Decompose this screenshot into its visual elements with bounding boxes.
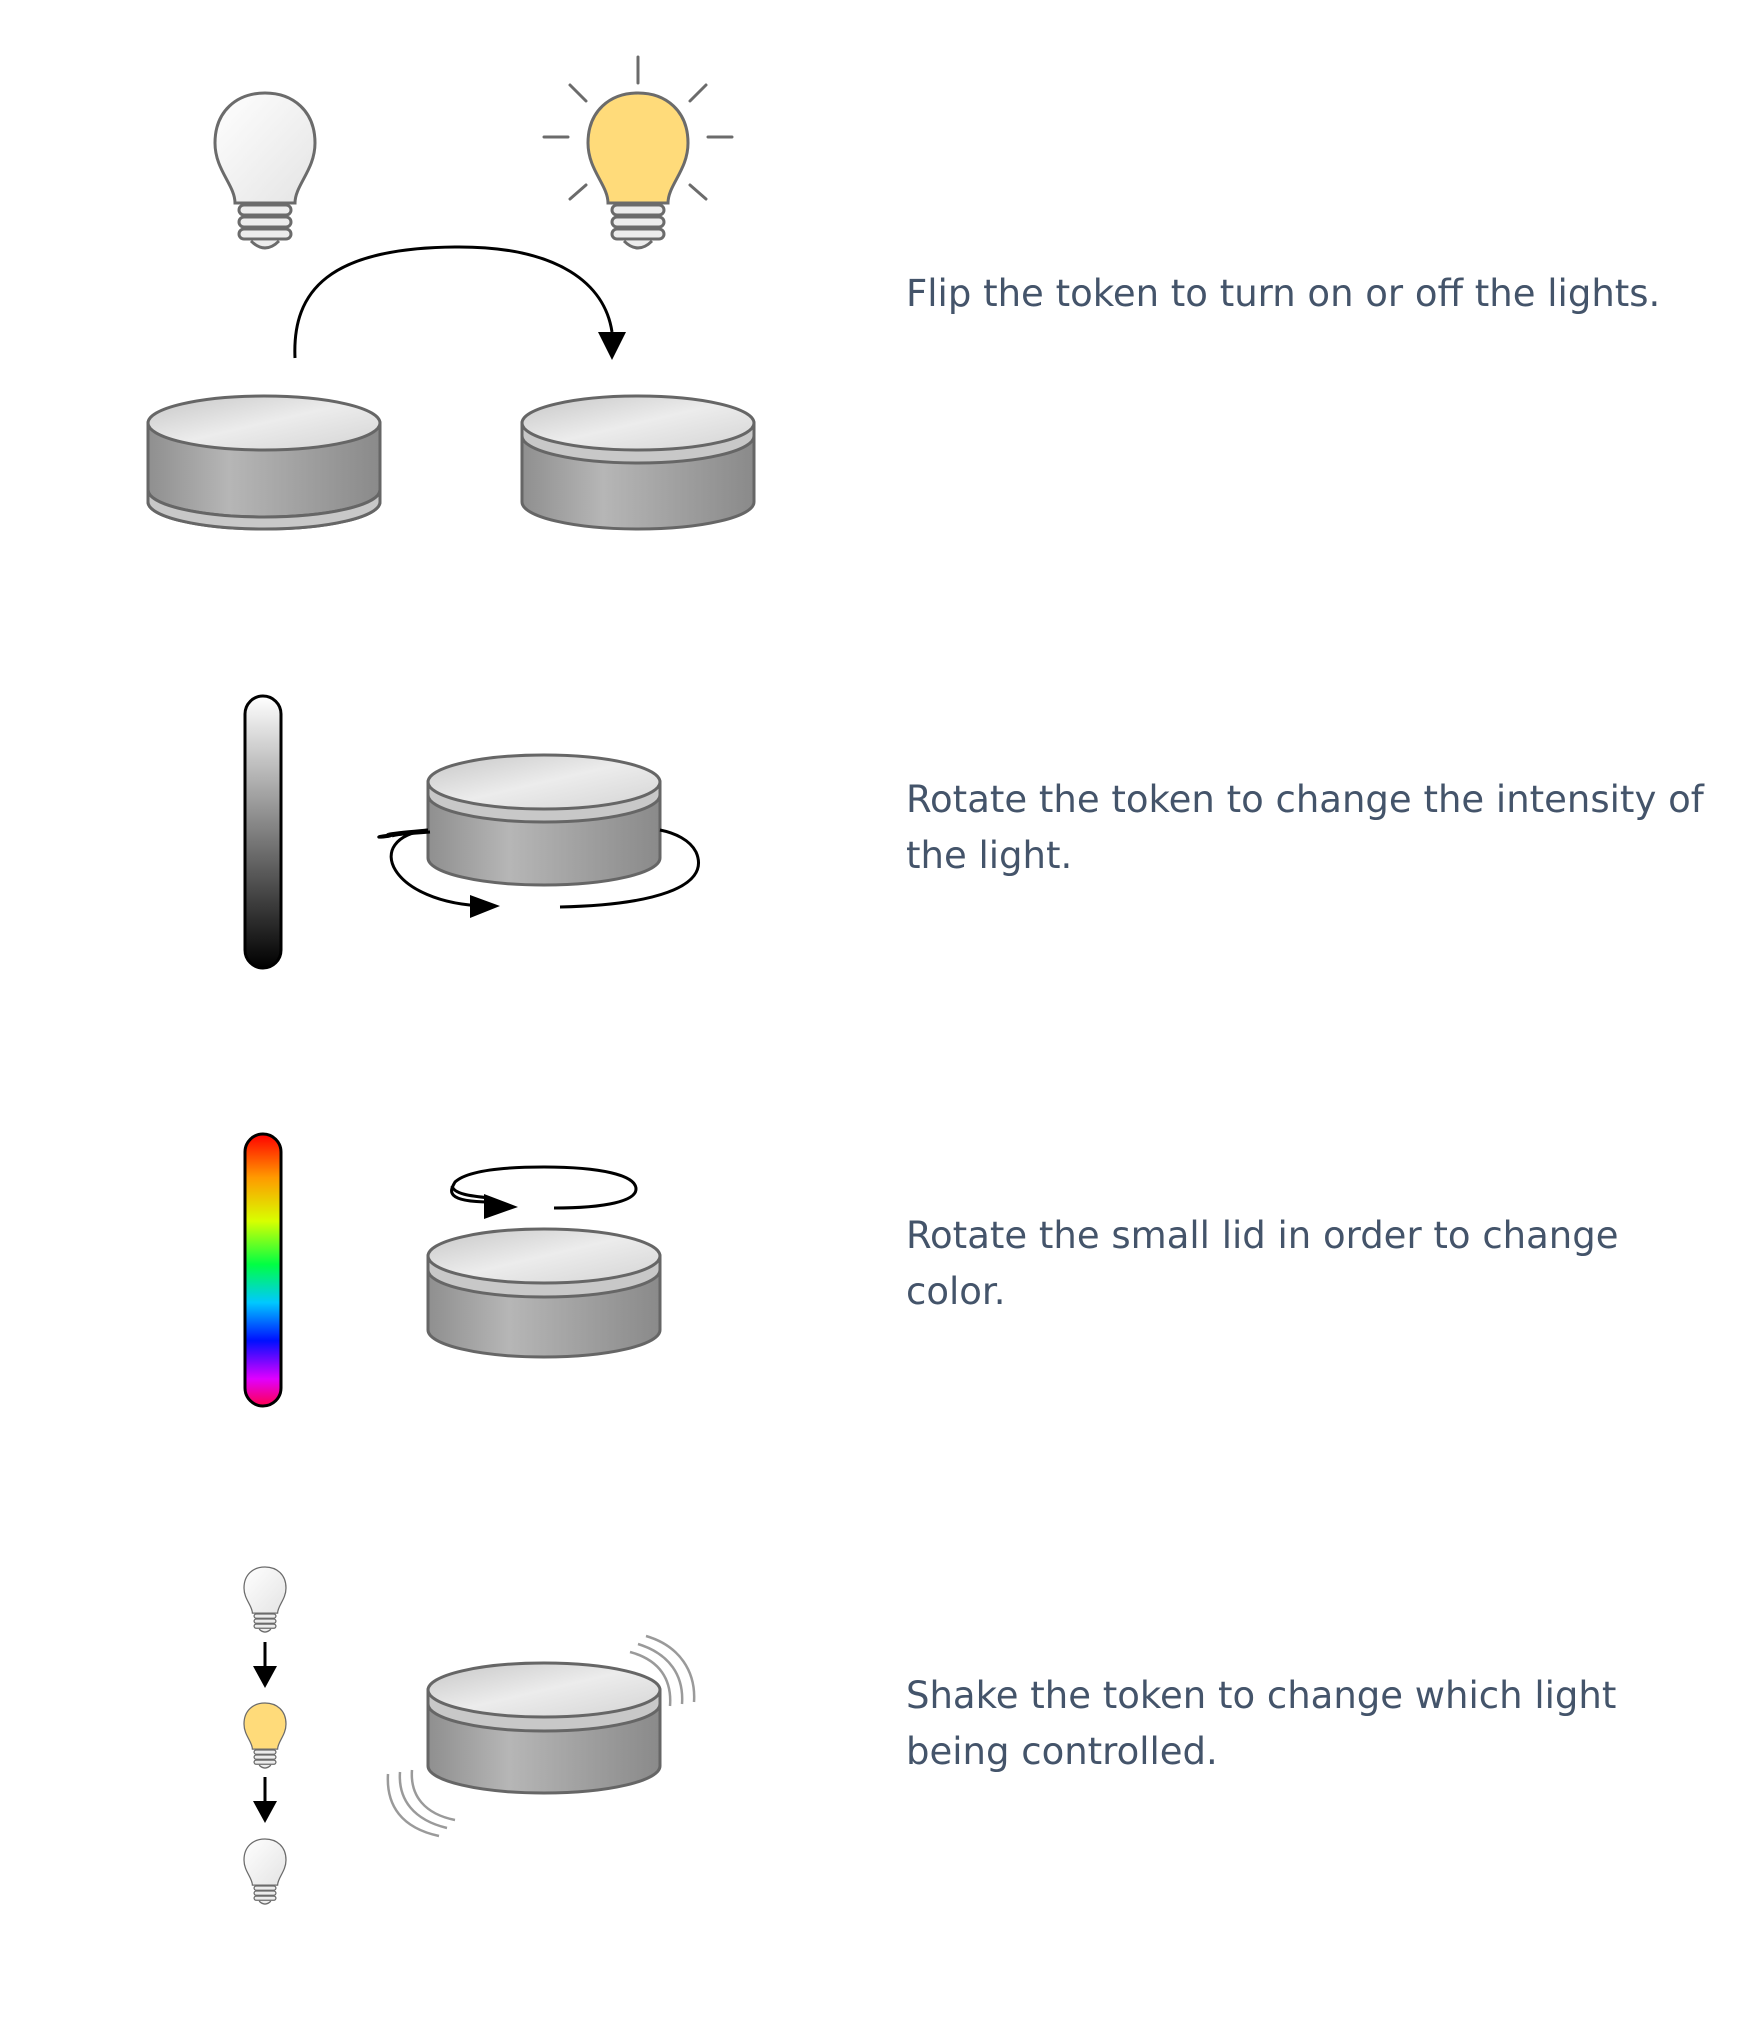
light-bulb-on-icon [243, 1702, 287, 1769]
rotate-arrow-icon [377, 828, 700, 918]
instruction-flip: Flip the token to turn on or off the lig… [906, 272, 1661, 315]
down-arrow-icon [253, 1777, 277, 1823]
flip-illustration [146, 55, 756, 531]
down-arrow-icon [253, 1642, 277, 1688]
light-bulb-off-icon [243, 1838, 287, 1905]
rotate-illustration [243, 694, 700, 970]
lid-illustration [243, 1132, 662, 1408]
rotate-arrow-icon [450, 1165, 638, 1219]
instruction-lid: Rotate the small lid in order to change … [906, 1214, 1619, 1313]
instruction-shake: Shake the token to change which light be… [906, 1674, 1617, 1773]
shake-illustration [243, 1566, 696, 1905]
color-bar [243, 1132, 283, 1408]
token-flipped [146, 394, 382, 531]
light-bulb-off-icon [213, 91, 317, 250]
token-rotate [426, 753, 662, 887]
intensity-bar [243, 694, 283, 970]
shake-lines-icon [386, 1634, 696, 1838]
token-lid [426, 1227, 662, 1359]
token-shake [426, 1661, 662, 1795]
flip-arrow-icon [293, 245, 626, 360]
light-bulb-on-icon [542, 55, 734, 250]
token-upright [520, 394, 756, 531]
instruction-rotate: Rotate the token to change the intensity… [906, 778, 1704, 877]
light-bulb-off-icon [243, 1566, 287, 1633]
